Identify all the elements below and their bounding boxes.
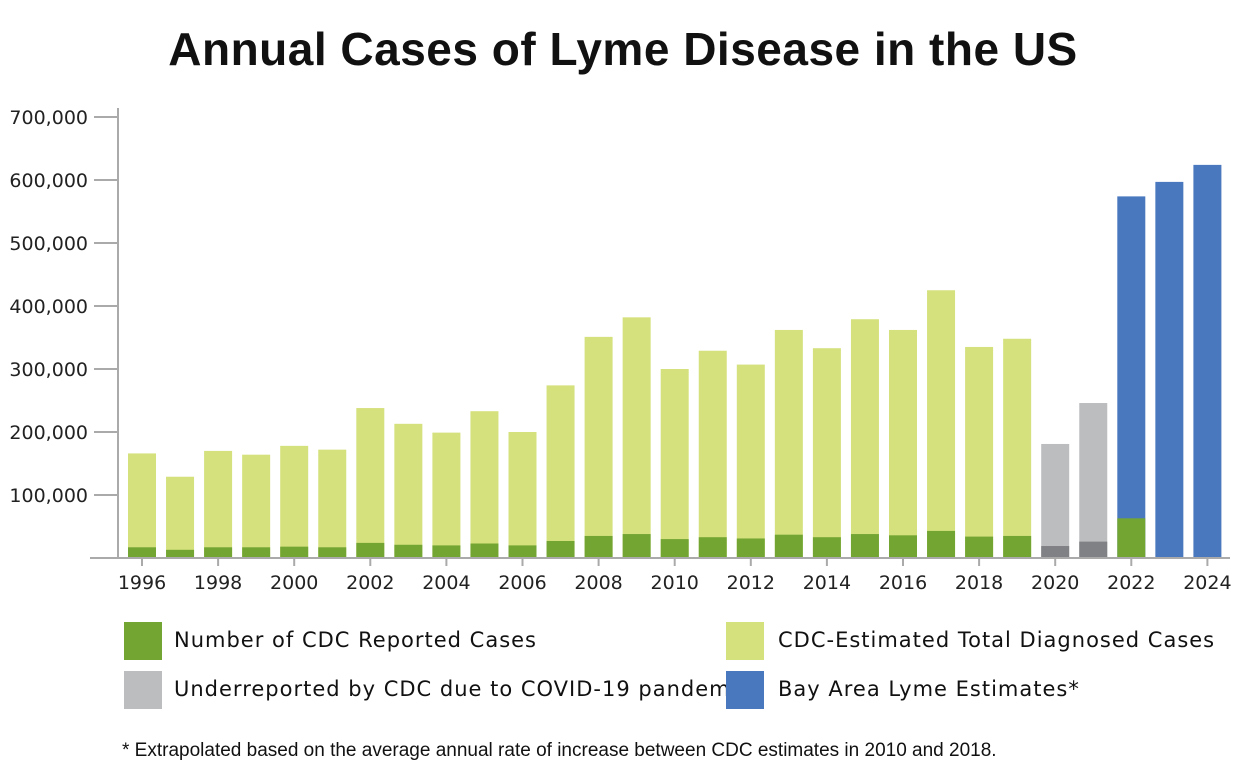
bar-cdc-estimated-2018 (965, 346, 994, 558)
bar-cdc-estimated-2019 (1003, 338, 1032, 558)
bar-cdc-reported-2010 (660, 539, 689, 558)
bar-cdc-estimated-1997 (166, 476, 195, 558)
bar-cdc-reported-2011 (698, 537, 727, 558)
bar-cdc-reported-2012 (736, 538, 765, 558)
bar-bay-area-2024 (1193, 164, 1222, 558)
x-tick-label: 2020 (1031, 572, 1079, 594)
bar-cdc-estimated-1998 (204, 450, 233, 558)
x-tick-label: 2022 (1107, 572, 1155, 594)
bar-cdc-reported-2003 (394, 544, 423, 558)
y-tick-label: 100,000 (9, 485, 88, 507)
x-tick-label: 2000 (270, 572, 318, 594)
bar-cdc-reported-1999 (242, 547, 271, 558)
x-tick-label: 2024 (1183, 572, 1231, 594)
bar-cdc-reported-2002 (356, 542, 385, 558)
bar-cdc-estimated-2010 (660, 369, 689, 558)
y-tick-label: 500,000 (9, 233, 88, 255)
bar-cdc-estimated-2003 (394, 423, 423, 558)
bar-cdc-estimated-2015 (850, 319, 879, 558)
chart-title: Annual Cases of Lyme Disease in the US (168, 23, 1078, 75)
bar-cdc-estimated-2009 (622, 317, 651, 558)
x-tick-label: 2012 (727, 572, 775, 594)
bar-cdc-reported-2017 (927, 530, 956, 558)
y-tick-label: 400,000 (9, 296, 88, 318)
x-axis-ticks: 1996 1998 2000 2002 2004 2006 2008 2010 2012 2014… (118, 558, 1232, 594)
bar-cdc-reported-2013 (774, 534, 803, 558)
bar-cdc-reported-2008 (584, 535, 613, 558)
bar-bay-area-2023 (1155, 181, 1184, 558)
bar-cdc-estimated-2006 (508, 432, 537, 558)
x-tick-label: 2004 (422, 572, 470, 594)
bar-cdc-reported-2004 (432, 545, 461, 558)
x-tick-label: 2010 (651, 572, 699, 594)
y-tick-label: 600,000 (9, 170, 88, 192)
bar-cdc-reported-2007 (546, 540, 575, 558)
x-tick-label: 2016 (879, 572, 927, 594)
bar-cdc-estimated-1999 (242, 454, 271, 558)
bar-cdc-reported-2018 (965, 536, 994, 558)
bar-cdc-estimated-2012 (736, 364, 765, 558)
x-tick-label: 2008 (574, 572, 622, 594)
bar-cdc-reported-2006 (508, 545, 537, 558)
x-tick-label: 2018 (955, 572, 1003, 594)
bar-cdc-reported-2009 (622, 534, 651, 558)
bar-cdc-estimated-2004 (432, 432, 461, 558)
bar-cdc-reported-2005 (470, 543, 499, 558)
y-tick-label: 200,000 (9, 422, 88, 444)
bar-cdc-estimated-2000 (280, 445, 309, 558)
y-axis-ticks: 100,000 200,000 300,000 400,000 500,000 600,0… (9, 107, 118, 507)
bar-cdc-estimated-2002 (356, 408, 385, 558)
bar-cdc-estimated-2016 (889, 329, 917, 558)
bar-cdc-estimated-2007 (546, 385, 575, 558)
axes-layer (90, 108, 1230, 559)
x-tick-label: 2014 (803, 572, 851, 594)
bar-cdc-estimated-2011 (698, 350, 727, 558)
bar-cdc-reported-2001 (318, 547, 347, 558)
bar-cdc-estimated-2014 (812, 348, 841, 558)
bar-cdc-reported-2000 (280, 546, 309, 558)
bar-cdc-reported-2019 (1003, 535, 1032, 558)
bar-covid-reported-2021 (1079, 541, 1108, 558)
bar-underreported-2021 (1079, 403, 1108, 558)
bar-cdc-reported-2015 (850, 534, 879, 558)
bar-covid-reported-2020 (1041, 546, 1070, 558)
bar-cdc-estimated-2017 (927, 290, 956, 558)
bar-cdc-reported-1998 (204, 547, 233, 558)
x-tick-label: 1996 (118, 572, 166, 594)
y-tick-label: 700,000 (9, 107, 88, 129)
x-tick-label: 1998 (194, 572, 242, 594)
footnote: * Extrapolated based on the average annu… (122, 740, 997, 761)
x-tick-label: 2002 (346, 572, 394, 594)
bar-cdc-reported-2022 (1117, 518, 1146, 558)
bar-bay-area-2022 (1117, 196, 1146, 558)
bar-cdc-estimated-1996 (128, 453, 156, 558)
bar-cdc-estimated-2001 (318, 449, 347, 558)
bars-layer (128, 164, 1222, 558)
bar-cdc-reported-1996 (128, 547, 156, 558)
bar-cdc-reported-1997 (166, 549, 195, 558)
bar-cdc-reported-2016 (889, 535, 917, 558)
bar-cdc-estimated-2008 (584, 336, 613, 558)
bar-cdc-reported-2014 (812, 537, 841, 558)
x-tick-label: 2006 (498, 572, 546, 594)
bar-underreported-2020 (1041, 443, 1070, 558)
bar-cdc-estimated-2013 (774, 329, 803, 558)
y-tick-label: 300,000 (9, 359, 88, 381)
bar-cdc-estimated-2005 (470, 411, 499, 558)
